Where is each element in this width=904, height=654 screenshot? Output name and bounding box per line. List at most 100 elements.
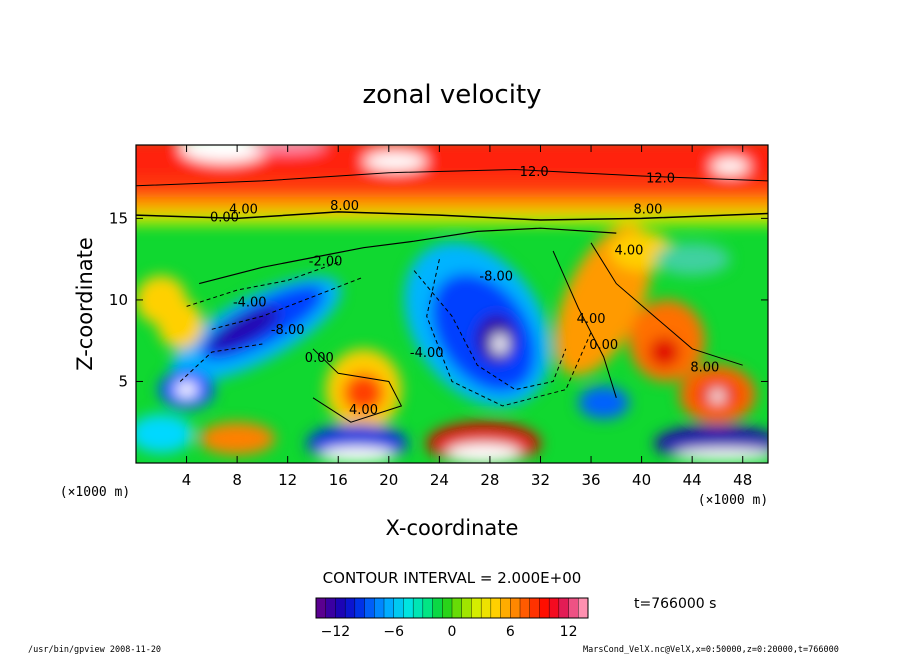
contour-line	[136, 211, 768, 221]
velocity-field	[136, 145, 768, 463]
contour-line	[186, 261, 339, 307]
footer-left: /usr/bin/gpview 2008-11-20	[28, 645, 161, 654]
x-tick-label: 24	[430, 471, 449, 489]
contour-label: 0.00	[210, 211, 239, 226]
contour-labels: 12.0 12.08.00 8.004.000.004.00-2.00-8.00-4…	[210, 165, 719, 418]
y-tick-label: 10	[109, 291, 128, 309]
colorbar-tick-label: 12	[560, 624, 578, 640]
x-axis-label: X-coordinate	[386, 516, 519, 540]
colorbar-cell	[364, 597, 375, 619]
colorbar-cell	[412, 597, 424, 619]
colorbar-ticks: −12 −6 0 6 12	[321, 624, 578, 640]
colorbar-cell	[383, 597, 395, 619]
colorbar-cell	[354, 597, 366, 619]
field-blob	[445, 443, 522, 463]
colorbar-cell	[548, 597, 560, 619]
field-blob	[654, 242, 731, 276]
x-tick-label: 4	[182, 471, 192, 489]
x-tick-label: 20	[379, 471, 398, 489]
x-tick-label: 48	[733, 471, 752, 489]
contour-label: 4.00	[577, 312, 606, 327]
colorbar-cell	[461, 597, 472, 619]
footer-right: MarsCond_VelX.nc@VelX,x=0:50000,z=0:2000…	[583, 645, 839, 654]
contour-label: -4.00	[233, 295, 267, 310]
field-blob	[136, 414, 193, 454]
colorbar-cell	[374, 597, 385, 619]
contour-label: 8.00	[330, 199, 359, 214]
contour-line	[179, 343, 263, 382]
contour-interval-label: CONTOUR INTERVAL = 2.000E+00	[323, 569, 582, 587]
colorbar-cell	[578, 597, 589, 619]
x-tick-label: 8	[232, 471, 242, 489]
colorbar-cell	[432, 597, 443, 619]
field-blob	[157, 299, 203, 349]
colorbar-cell	[442, 597, 453, 619]
contour-label: 12.0	[646, 172, 675, 187]
colorbar-cell	[422, 597, 434, 619]
y-axis-ticks: 5 10 15	[109, 209, 768, 390]
contour-line	[136, 168, 768, 187]
field-blob	[492, 334, 508, 354]
colorbar-tick-label: −12	[321, 624, 351, 640]
colorbar-cell	[510, 597, 521, 619]
field-blobs	[136, 145, 768, 463]
x-tick-label: 12	[278, 471, 297, 489]
colorbar-cell	[490, 597, 502, 619]
contour-label: -8.00	[271, 323, 305, 338]
field-blob	[199, 422, 276, 455]
field-blob	[578, 386, 629, 419]
colorbar-cell	[471, 597, 482, 619]
field-blob	[180, 145, 269, 163]
x-tick-label: 32	[531, 471, 550, 489]
field-blob	[711, 158, 750, 175]
contour-label: 4.00	[229, 202, 258, 217]
colorbar-cell	[344, 597, 356, 619]
contour-line	[552, 250, 617, 398]
x-tick-label: 44	[683, 471, 702, 489]
x-axis-ticks: 4 8 12 16 20 24 28 32 36 40 44 48	[182, 145, 752, 489]
contour-line	[211, 276, 364, 330]
x-tick-label: 28	[480, 471, 499, 489]
colorbar-cell	[500, 597, 511, 619]
contour-label: -4.00	[410, 346, 444, 361]
colorbar-cell	[480, 597, 492, 619]
x-tick-label: 40	[632, 471, 651, 489]
contour-label: 8.00	[633, 202, 662, 217]
contour-line	[590, 242, 743, 366]
x-axis-unit: (×1000 m)	[698, 493, 768, 508]
contour-line	[426, 259, 592, 407]
field-band	[136, 197, 768, 212]
field-blob	[343, 373, 384, 413]
chart-title: zonal velocity	[362, 80, 541, 110]
time-label: t=766000 s	[634, 596, 716, 612]
colorbar-tick-label: 6	[506, 624, 515, 640]
colorbar-cell	[451, 597, 463, 619]
contour-label: 4.00	[349, 403, 378, 418]
y-tick-label: 5	[118, 372, 128, 390]
contour-label: 0.00	[305, 351, 334, 366]
field-blob	[673, 448, 768, 462]
contour-label: 0.00	[589, 338, 618, 353]
field-blob	[363, 151, 427, 172]
contour-label: -2.00	[309, 255, 343, 270]
colorbar-cell	[335, 597, 346, 619]
field-blob	[319, 446, 396, 463]
colorbar-cell	[568, 597, 579, 619]
x-tick-label: 36	[581, 471, 600, 489]
y-axis-unit: (×1000 m)	[60, 485, 130, 500]
contour-line	[312, 348, 403, 423]
contour-label: -8.00	[479, 269, 513, 284]
contour-lines	[136, 168, 768, 423]
colorbar-cell	[325, 597, 336, 619]
colorbar-cell	[393, 597, 404, 619]
colorbar-tick-label: −6	[383, 624, 404, 640]
field-blob	[207, 307, 280, 352]
plot-frame	[135, 144, 769, 464]
field-blob	[709, 389, 726, 403]
field-band	[136, 177, 768, 198]
colorbar-cell	[529, 597, 540, 619]
colorbar-cell	[315, 597, 327, 619]
field-blob	[175, 381, 198, 398]
colorbar-cell	[539, 597, 550, 619]
